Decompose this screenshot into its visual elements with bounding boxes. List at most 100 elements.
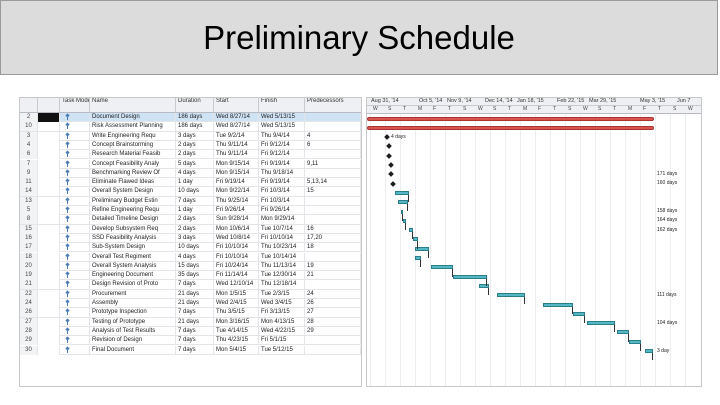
task-bar[interactable] xyxy=(415,246,429,251)
task-bar[interactable] xyxy=(645,349,653,353)
row-number[interactable]: 28 xyxy=(20,326,38,336)
row-indicator[interactable] xyxy=(38,113,60,122)
row-indicator[interactable] xyxy=(38,252,60,262)
table-row[interactable]: 15 Develop Subsystem Req 2 days Mon 10/6/14… xyxy=(20,224,361,234)
finish-cell[interactable]: Fri 9/12/14 xyxy=(259,150,305,160)
task-mode-cell[interactable] xyxy=(60,243,90,253)
table-row[interactable]: 21 Design Revision of Proto 7 days Wed 12/1… xyxy=(20,280,361,290)
start-cell[interactable]: Mon 1/5/15 xyxy=(214,289,259,299)
start-cell[interactable]: Wed 12/10/14 xyxy=(214,280,259,290)
row-number[interactable]: 3 xyxy=(20,131,38,141)
table-row[interactable]: 20 Overall System Analysis 15 days Fri 10/2… xyxy=(20,261,361,272)
col-name[interactable]: Name xyxy=(90,98,176,112)
task-bar[interactable] xyxy=(431,265,453,270)
duration-cell[interactable]: 3 days xyxy=(176,233,214,243)
row-indicator[interactable] xyxy=(38,280,60,290)
row-indicator[interactable] xyxy=(38,243,60,253)
table-row[interactable]: 2 Document Design 186 days Wed 8/27/14 Wed 5… xyxy=(20,113,361,123)
task-bar[interactable] xyxy=(543,302,573,307)
start-cell[interactable]: Mon 5/4/15 xyxy=(214,345,259,355)
start-cell[interactable]: Thu 9/11/14 xyxy=(214,140,259,150)
table-row[interactable]: 3 Write Engineering Requ 3 days Tue 9/2/14 T… xyxy=(20,131,361,141)
start-cell[interactable]: Wed 10/8/14 xyxy=(214,233,259,243)
duration-cell[interactable]: 186 days xyxy=(176,113,214,122)
duration-cell[interactable]: 5 days xyxy=(176,159,214,169)
row-number[interactable]: 14 xyxy=(20,187,38,197)
finish-cell[interactable]: Wed 5/13/15 xyxy=(259,113,305,122)
summary-bar[interactable] xyxy=(367,116,654,121)
row-number[interactable]: 24 xyxy=(20,299,38,308)
task-mode-cell[interactable] xyxy=(60,196,90,206)
col-indicators[interactable]: i xyxy=(38,98,60,112)
task-name-cell[interactable]: Sub-System Design xyxy=(90,243,176,253)
task-milestone[interactable] xyxy=(388,171,394,178)
row-indicator[interactable] xyxy=(38,150,60,160)
task-mode-cell[interactable] xyxy=(60,187,90,197)
task-bar[interactable] xyxy=(629,339,641,344)
row-indicator[interactable] xyxy=(38,215,60,225)
start-cell[interactable]: Fri 10/10/14 xyxy=(214,252,259,262)
row-number[interactable]: 21 xyxy=(20,280,38,290)
task-table[interactable]: i Task Mode Name Duration Start Finish P… xyxy=(19,97,362,387)
start-cell[interactable]: Thu 9/25/14 xyxy=(214,196,259,206)
row-number[interactable]: 15 xyxy=(20,224,38,234)
predecessors-cell[interactable] xyxy=(305,345,361,355)
task-mode-cell[interactable] xyxy=(60,289,90,299)
row-number[interactable]: 5 xyxy=(20,206,38,215)
row-indicator[interactable] xyxy=(38,233,60,243)
start-cell[interactable]: Wed 8/27/14 xyxy=(214,122,259,132)
task-mode-cell[interactable] xyxy=(60,271,90,281)
finish-cell[interactable]: Wed 4/22/15 xyxy=(259,326,305,336)
table-row[interactable]: 17 Sub-System Design 10 days Fri 10/10/14 Th… xyxy=(20,243,361,253)
task-name-cell[interactable]: Prototype Inspection xyxy=(90,308,176,318)
task-mode-cell[interactable] xyxy=(60,131,90,141)
table-row[interactable]: 18 Overall Test Regiment 4 days Fri 10/10/1… xyxy=(20,252,361,262)
task-mode-cell[interactable] xyxy=(60,224,90,234)
task-name-cell[interactable]: Revision of Design xyxy=(90,336,176,346)
duration-cell[interactable]: 1 day xyxy=(176,206,214,215)
summary-bar[interactable] xyxy=(367,125,654,130)
start-cell[interactable]: Mon 10/6/14 xyxy=(214,224,259,234)
task-name-cell[interactable]: Overall System Analysis xyxy=(90,261,176,271)
start-cell[interactable]: Tue 9/2/14 xyxy=(214,131,259,141)
task-bar[interactable] xyxy=(573,311,585,316)
row-indicator[interactable] xyxy=(38,317,60,327)
duration-cell[interactable]: 10 days xyxy=(176,187,214,197)
row-indicator[interactable] xyxy=(38,159,60,169)
row-number[interactable]: 7 xyxy=(20,159,38,169)
task-name-cell[interactable]: Procurement xyxy=(90,289,176,299)
table-row[interactable]: 26 Prototype Inspection 7 days Thu 3/5/15 Fr… xyxy=(20,308,361,318)
finish-cell[interactable]: Wed 3/4/15 xyxy=(259,299,305,308)
table-row[interactable]: 14 Overall System Design 10 days Mon 9/22/1… xyxy=(20,187,361,197)
start-cell[interactable]: Fri 11/14/14 xyxy=(214,271,259,281)
predecessors-cell[interactable] xyxy=(305,206,361,215)
table-row[interactable]: 30 Final Document 7 days Mon 5/4/15 Tue 5/12… xyxy=(20,345,361,355)
predecessors-cell[interactable]: 4 xyxy=(305,131,361,141)
start-cell[interactable]: Mon 9/15/14 xyxy=(214,168,259,178)
row-indicator[interactable] xyxy=(38,271,60,281)
task-name-cell[interactable]: Detailed Timeline Design xyxy=(90,215,176,225)
table-row[interactable]: 22 Procurement 21 days Mon 1/5/15 Tue 2/3/15… xyxy=(20,289,361,299)
duration-cell[interactable]: 2 days xyxy=(176,215,214,225)
finish-cell[interactable]: Thu 12/18/14 xyxy=(259,280,305,290)
predecessors-cell[interactable]: 27 xyxy=(305,308,361,318)
predecessors-cell[interactable] xyxy=(305,168,361,178)
task-bar[interactable] xyxy=(395,190,409,195)
row-number[interactable]: 9 xyxy=(20,168,38,178)
table-row[interactable]: 29 Revision of Design 7 days Thu 4/23/15 Fri… xyxy=(20,336,361,346)
task-name-cell[interactable]: Final Document xyxy=(90,345,176,355)
task-bar[interactable] xyxy=(403,218,406,223)
table-row[interactable]: 27 Testing of Prototype 21 days Mon 3/16/15… xyxy=(20,317,361,327)
task-mode-cell[interactable] xyxy=(60,113,90,122)
table-row[interactable]: 24 Assembly 21 days Wed 2/4/15 Wed 3/4/15 26 xyxy=(20,299,361,309)
row-number[interactable]: 16 xyxy=(20,233,38,243)
predecessors-cell[interactable] xyxy=(305,215,361,225)
predecessors-cell[interactable]: 26 xyxy=(305,299,361,308)
row-number[interactable]: 27 xyxy=(20,317,38,327)
finish-cell[interactable]: Tue 2/3/15 xyxy=(259,289,305,299)
row-number[interactable]: 10 xyxy=(20,122,38,132)
predecessors-cell[interactable]: 5,13,14 xyxy=(305,178,361,188)
col-finish[interactable]: Finish xyxy=(259,98,305,112)
start-cell[interactable]: Sun 9/28/14 xyxy=(214,215,259,225)
table-row[interactable]: 10 Risk Assessment Planning 186 days Wed 8/… xyxy=(20,122,361,132)
